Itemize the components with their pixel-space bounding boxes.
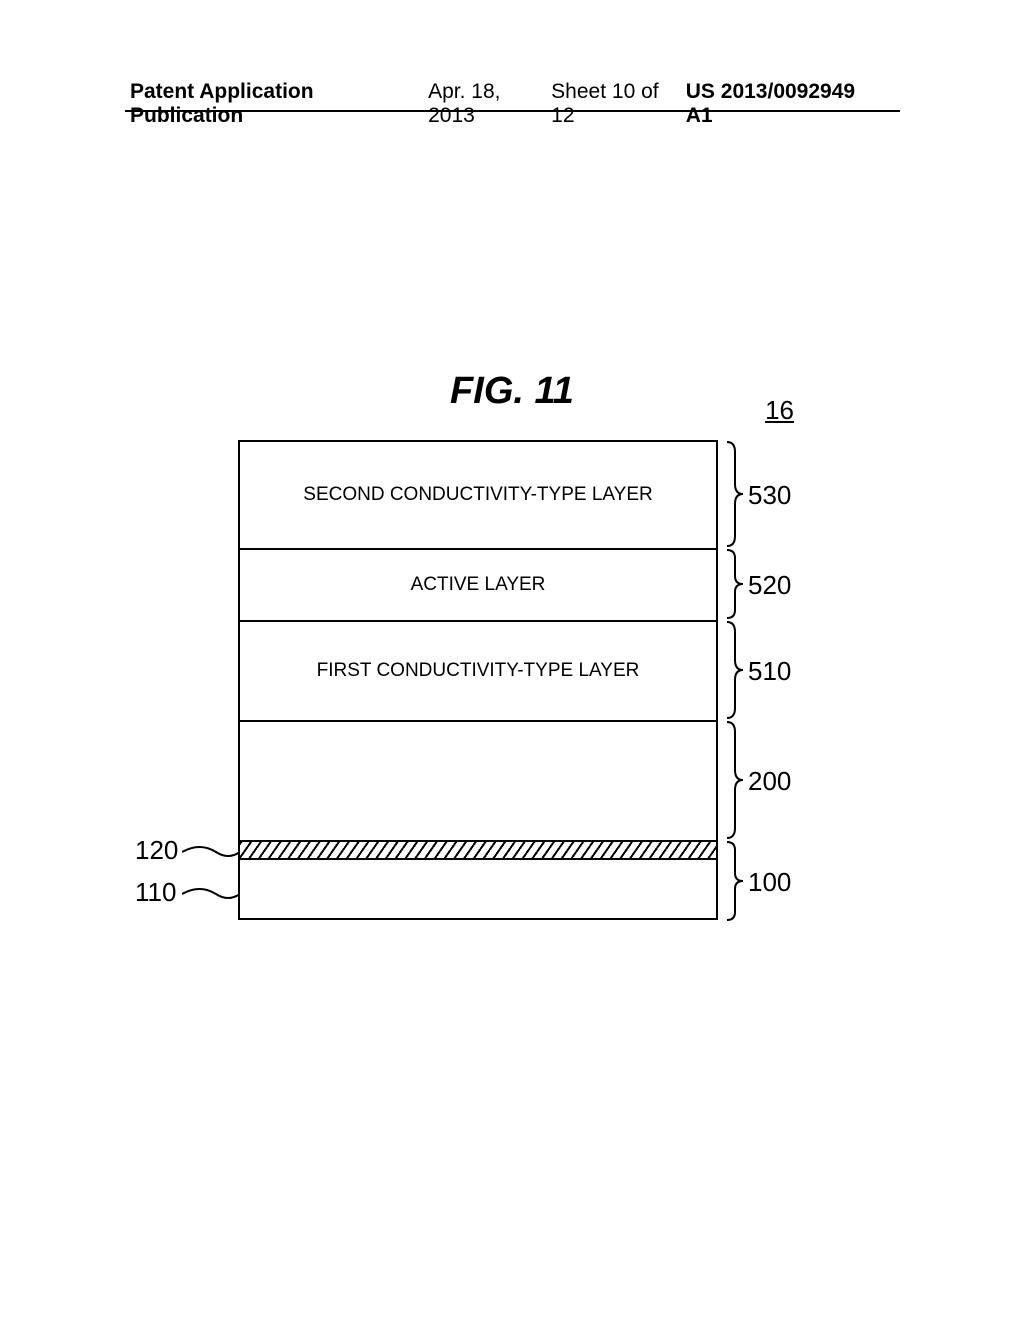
layer-520: ACTIVE LAYER: [238, 548, 718, 620]
header-rule: [125, 110, 900, 112]
figure-title: FIG. 11: [0, 370, 1024, 413]
layer-200: [238, 720, 718, 840]
sheet-label: Sheet 10 of 12: [551, 80, 686, 128]
layer-530: SECOND CONDUCTIVITY-TYPE LAYER: [238, 440, 718, 548]
layer-520-label: ACTIVE LAYER: [411, 574, 546, 596]
brace-100: [725, 840, 743, 922]
layer-120-hatched: [238, 840, 718, 858]
ref-100: 100: [748, 867, 791, 898]
layer-510-label: FIRST CONDUCTIVITY-TYPE LAYER: [317, 660, 640, 682]
date-label: Apr. 18, 2013: [428, 80, 551, 128]
layer-stack-diagram: SECOND CONDUCTIVITY-TYPE LAYER ACTIVE LA…: [238, 440, 718, 920]
ref-110: 110: [135, 877, 176, 908]
ref-520: 520: [748, 570, 791, 601]
layer-110: [238, 858, 718, 920]
brace-510: [725, 620, 743, 720]
lead-120: [182, 844, 240, 862]
docnum-label: US 2013/0092949 A1: [686, 80, 884, 128]
publication-label: Patent Application Publication: [130, 80, 428, 128]
ref-200: 200: [748, 766, 791, 797]
lead-110: [182, 886, 240, 904]
layer-510: FIRST CONDUCTIVITY-TYPE LAYER: [238, 620, 718, 720]
page-header: Patent Application Publication Apr. 18, …: [0, 80, 1024, 128]
brace-530: [725, 440, 743, 548]
brace-200: [725, 720, 743, 840]
figure-ref-number: 16: [765, 395, 794, 426]
brace-520: [725, 548, 743, 620]
ref-530: 530: [748, 480, 791, 511]
layer-530-label: SECOND CONDUCTIVITY-TYPE LAYER: [303, 484, 652, 506]
ref-510: 510: [748, 656, 791, 687]
ref-120: 120: [135, 835, 178, 866]
